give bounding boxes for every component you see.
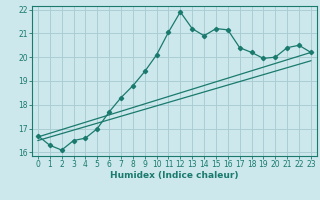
X-axis label: Humidex (Indice chaleur): Humidex (Indice chaleur) xyxy=(110,171,239,180)
